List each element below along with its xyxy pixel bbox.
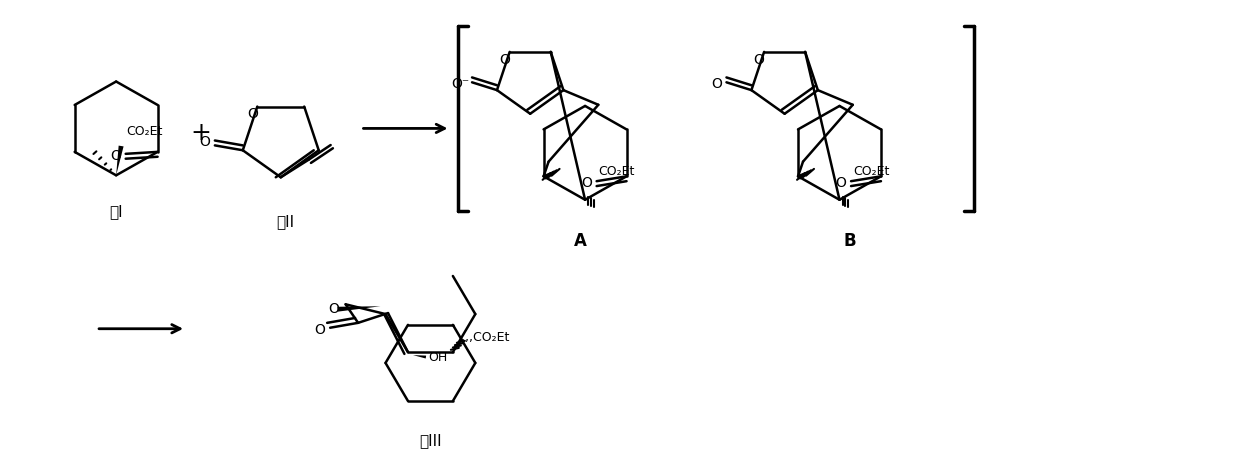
Text: A: A	[574, 232, 587, 250]
Text: CO₂Et: CO₂Et	[853, 165, 889, 178]
Text: O: O	[711, 77, 722, 91]
Text: B: B	[843, 232, 856, 250]
Text: CO₂Et: CO₂Et	[126, 125, 162, 138]
Text: O⁻: O⁻	[451, 77, 469, 91]
Text: O: O	[500, 53, 510, 67]
Polygon shape	[413, 355, 427, 359]
Text: O: O	[200, 135, 211, 149]
Text: ,,,CO₂Et: ,,,CO₂Et	[461, 331, 510, 344]
Text: O: O	[754, 53, 765, 67]
Text: O: O	[329, 302, 339, 316]
Text: O: O	[247, 108, 258, 122]
Text: +: +	[191, 122, 211, 145]
Text: O: O	[110, 149, 122, 163]
Text: 式III: 式III	[419, 434, 441, 449]
Text: 式II: 式II	[277, 214, 295, 229]
Text: O: O	[315, 323, 326, 337]
Polygon shape	[337, 306, 381, 312]
Text: OH: OH	[428, 351, 448, 364]
Text: 式I: 式I	[109, 204, 123, 219]
Text: CO₂Et: CO₂Et	[599, 165, 635, 178]
Text: O: O	[582, 176, 591, 190]
Text: O: O	[836, 176, 847, 190]
Polygon shape	[117, 146, 124, 176]
